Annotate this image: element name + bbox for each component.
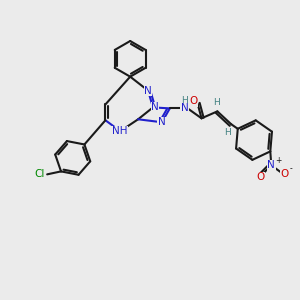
- Text: N: N: [144, 85, 152, 96]
- Text: H: H: [213, 98, 220, 107]
- Text: Cl: Cl: [34, 169, 44, 179]
- Text: H: H: [224, 128, 231, 137]
- Text: N: N: [181, 103, 189, 113]
- Text: N: N: [267, 160, 275, 170]
- Text: O: O: [280, 169, 288, 179]
- Text: NH: NH: [112, 126, 127, 136]
- Text: N: N: [158, 117, 166, 127]
- Text: -: -: [290, 164, 292, 173]
- Text: N: N: [151, 102, 159, 112]
- Text: H: H: [181, 96, 188, 105]
- Text: O: O: [256, 172, 265, 182]
- Text: O: O: [190, 97, 198, 106]
- Text: +: +: [275, 156, 281, 165]
